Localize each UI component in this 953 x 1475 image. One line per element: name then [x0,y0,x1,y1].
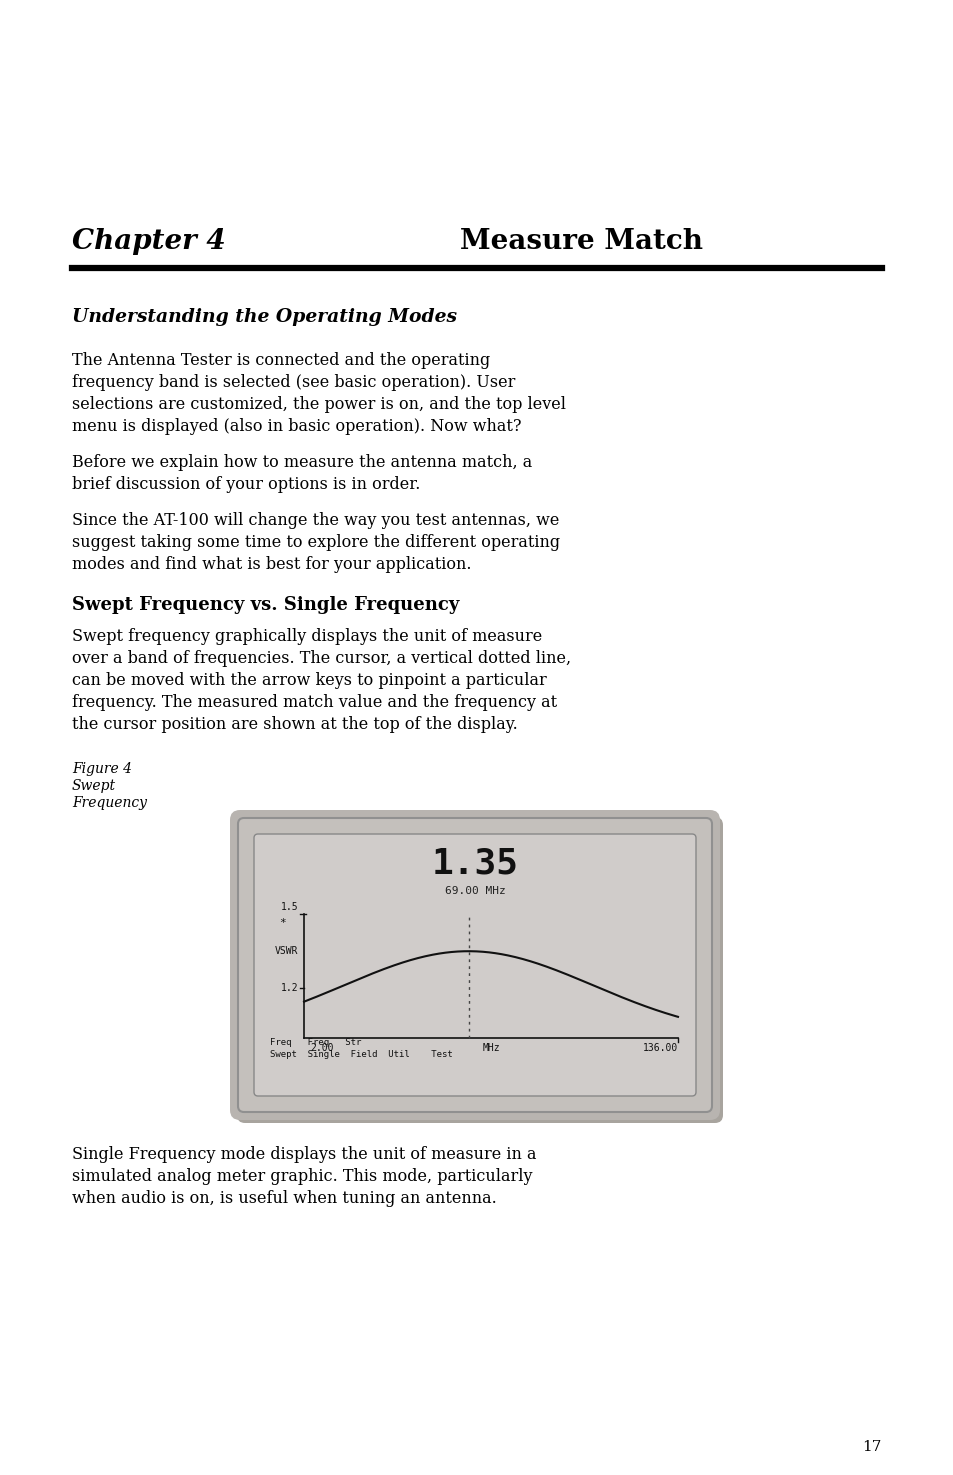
Text: MHz: MHz [481,1043,499,1053]
Text: The Antenna Tester is connected and the operating: The Antenna Tester is connected and the … [71,353,490,369]
Text: the cursor position are shown at the top of the display.: the cursor position are shown at the top… [71,715,517,733]
Text: brief discussion of your options is in order.: brief discussion of your options is in o… [71,476,420,493]
FancyBboxPatch shape [237,819,711,1112]
Text: Swept Frequency vs. Single Frequency: Swept Frequency vs. Single Frequency [71,596,459,614]
Text: 1.2: 1.2 [280,984,297,993]
Text: Frequency: Frequency [71,796,147,810]
FancyBboxPatch shape [236,817,722,1122]
Text: when audio is on, is useful when tuning an antenna.: when audio is on, is useful when tuning … [71,1190,497,1207]
Text: Before we explain how to measure the antenna match, a: Before we explain how to measure the ant… [71,454,532,471]
Text: 1.35: 1.35 [431,847,518,881]
Text: Swept frequency graphically displays the unit of measure: Swept frequency graphically displays the… [71,628,541,645]
Text: 69.00 MHz: 69.00 MHz [444,886,505,895]
Text: simulated analog meter graphic. This mode, particularly: simulated analog meter graphic. This mod… [71,1168,532,1184]
Text: 17: 17 [862,1440,882,1454]
Text: 1.5: 1.5 [280,903,297,912]
Text: Figure 4: Figure 4 [71,763,132,776]
Text: Chapter 4: Chapter 4 [71,229,226,255]
Text: frequency. The measured match value and the frequency at: frequency. The measured match value and … [71,695,557,711]
Text: 136.00: 136.00 [642,1043,678,1053]
Text: Understanding the Operating Modes: Understanding the Operating Modes [71,308,456,326]
FancyBboxPatch shape [253,833,696,1096]
Text: frequency band is selected (see basic operation). User: frequency band is selected (see basic op… [71,375,515,391]
Text: *: * [279,917,286,928]
Text: VSWR: VSWR [274,945,297,956]
Text: Measure Match: Measure Match [459,229,702,255]
Text: over a band of frequencies. The cursor, a vertical dotted line,: over a band of frequencies. The cursor, … [71,650,571,667]
Text: menu is displayed (also in basic operation). Now what?: menu is displayed (also in basic operati… [71,417,521,435]
Text: Freq   Freq   Str: Freq Freq Str [270,1038,361,1047]
FancyBboxPatch shape [230,810,720,1120]
Text: modes and find what is best for your application.: modes and find what is best for your app… [71,556,471,572]
Text: Since the AT-100 will change the way you test antennas, we: Since the AT-100 will change the way you… [71,512,558,530]
Text: Single Frequency mode displays the unit of measure in a: Single Frequency mode displays the unit … [71,1146,536,1162]
Text: Swept: Swept [71,779,116,794]
Text: suggest taking some time to explore the different operating: suggest taking some time to explore the … [71,534,559,552]
Text: can be moved with the arrow keys to pinpoint a particular: can be moved with the arrow keys to pinp… [71,673,546,689]
Text: 2.00: 2.00 [310,1043,334,1053]
Text: selections are customized, the power is on, and the top level: selections are customized, the power is … [71,395,565,413]
Text: Swept  Single  Field  Util    Test: Swept Single Field Util Test [270,1050,453,1059]
